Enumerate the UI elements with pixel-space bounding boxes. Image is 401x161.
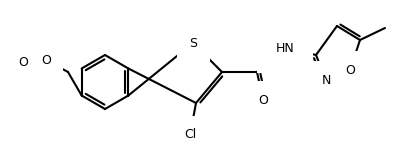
Text: N: N	[321, 74, 331, 86]
Text: O: O	[258, 94, 268, 106]
Text: Cl: Cl	[184, 128, 196, 142]
Text: HN: HN	[275, 42, 294, 55]
Text: O: O	[345, 63, 355, 76]
Text: S: S	[189, 37, 197, 49]
Text: O: O	[41, 53, 51, 66]
Text: O: O	[18, 56, 28, 68]
